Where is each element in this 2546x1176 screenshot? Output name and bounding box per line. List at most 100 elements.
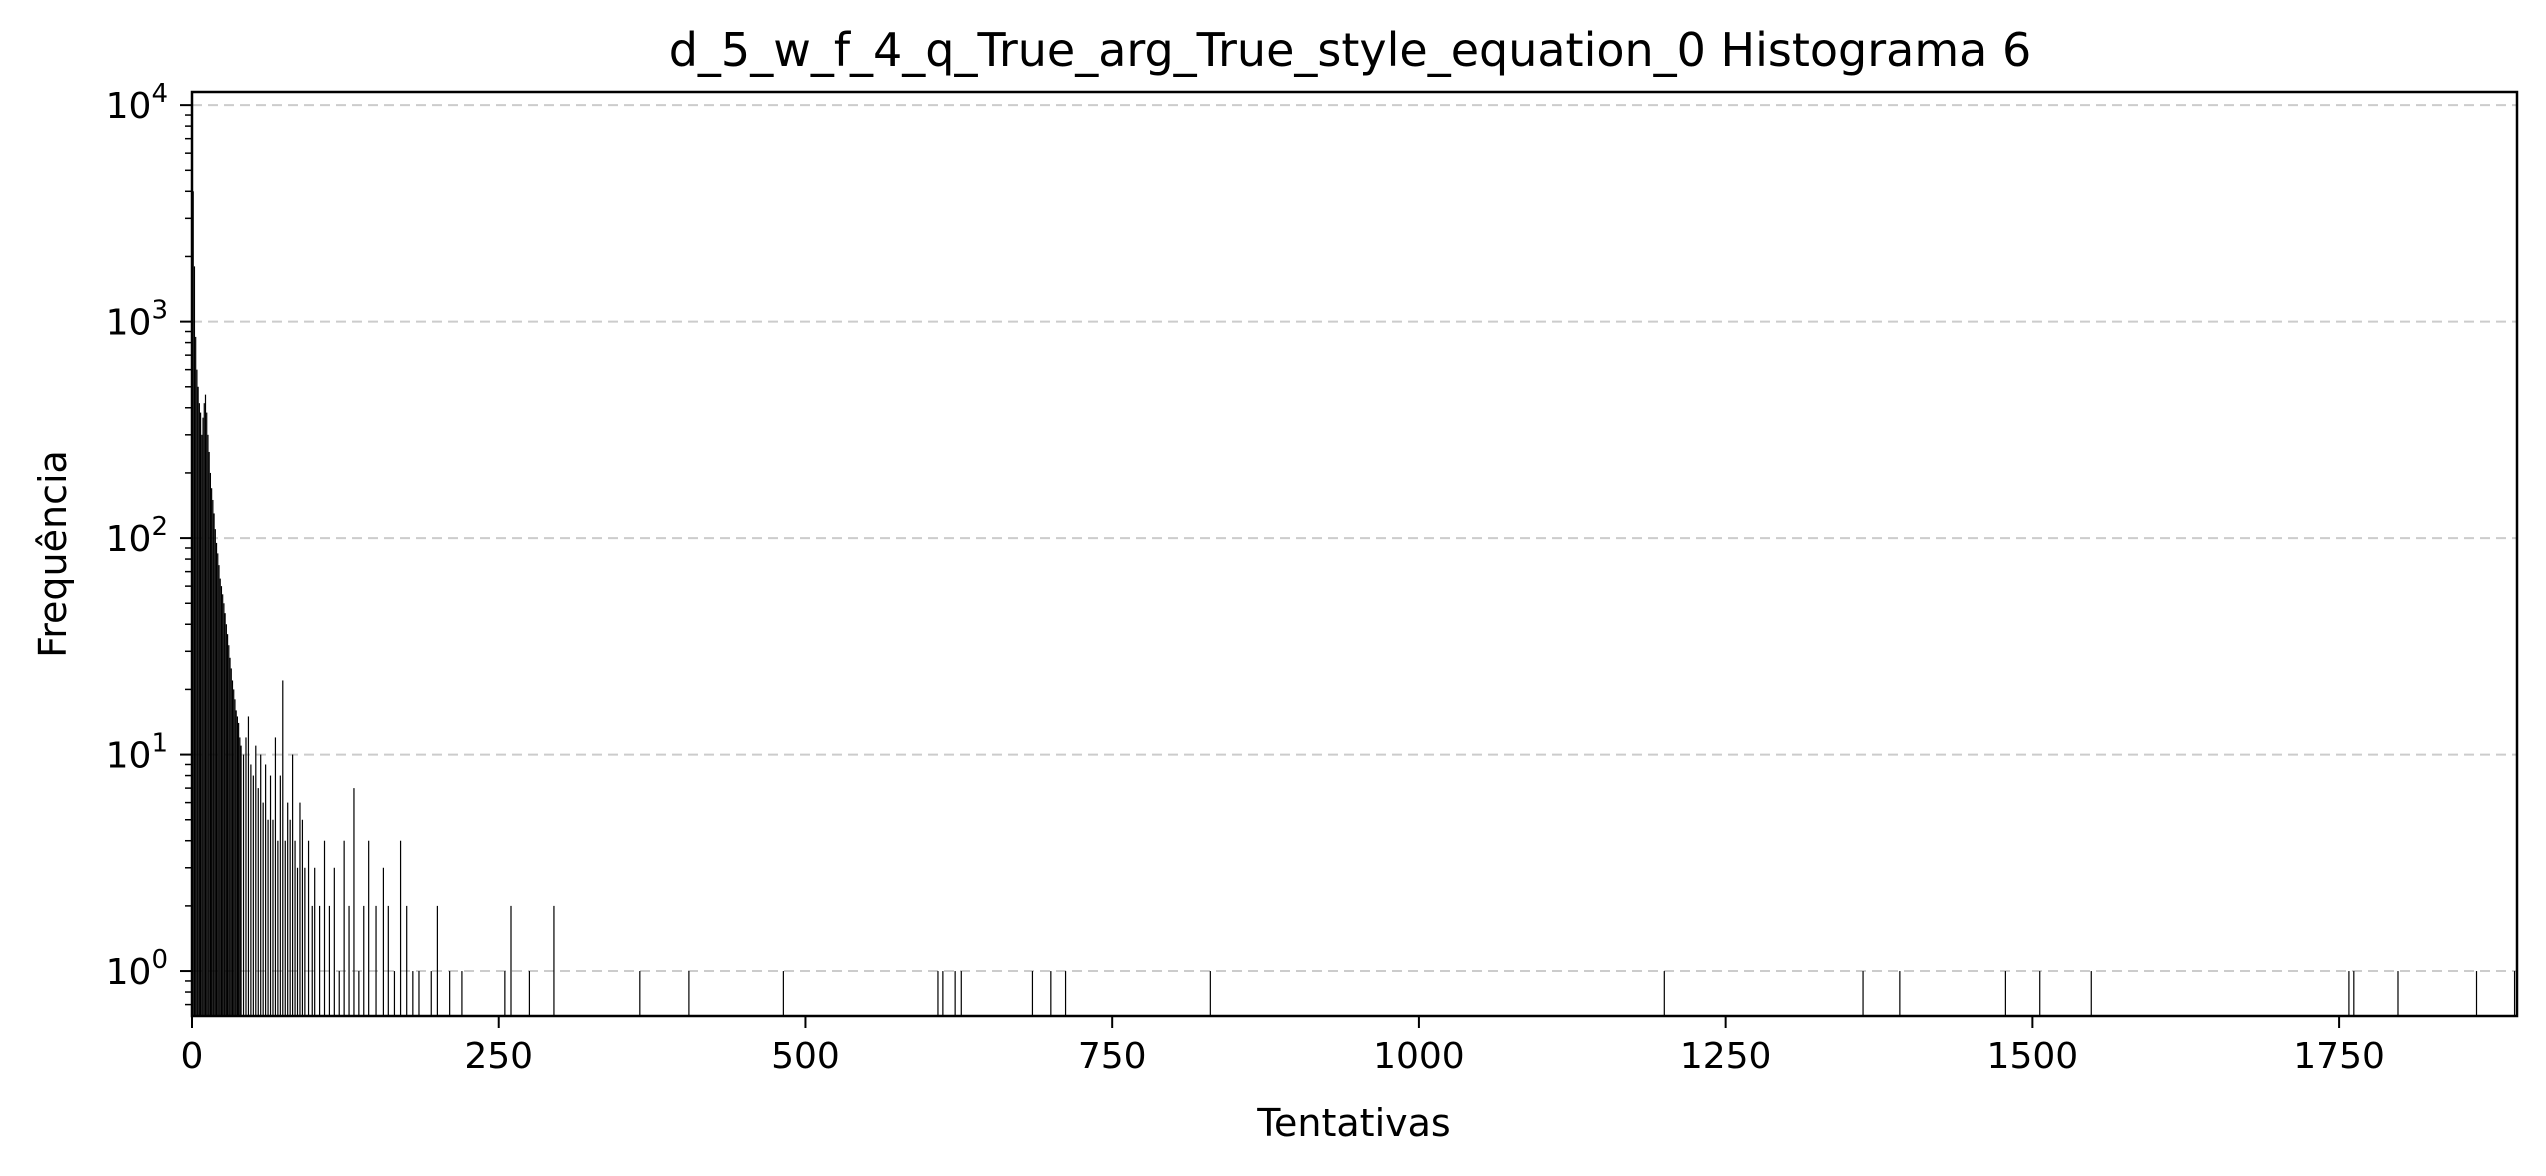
histogram-bar [225, 624, 227, 1016]
histogram-bar [211, 488, 213, 1016]
histogram-bar [1862, 971, 1864, 1016]
histogram-bar [214, 529, 216, 1016]
histogram-bar [307, 840, 310, 1016]
histogram-bar [224, 613, 226, 1016]
histogram-bar [238, 722, 240, 1016]
histogram-bar [203, 403, 205, 1017]
chart-title: d_5_w_f_4_q_True_arg_True_style_equation… [669, 23, 2032, 77]
histogram-bar [201, 434, 203, 1016]
histogram-bar [338, 971, 340, 1016]
histogram-bar [282, 680, 284, 1016]
histogram-bar [942, 971, 944, 1016]
histogram-bar [207, 434, 209, 1016]
histogram-bar [240, 745, 242, 1016]
histogram-bar [208, 451, 210, 1017]
y-axis: 100 101 102 103 104 [106, 79, 192, 1006]
histogram-bar [304, 867, 306, 1016]
y-tick-label: 101 [106, 729, 168, 777]
x-tick-label: 1000 [1373, 1036, 1465, 1077]
histogram-bar [231, 680, 234, 1016]
histogram-bar [217, 553, 219, 1016]
histogram-bar [368, 840, 370, 1016]
histogram-bar [436, 905, 438, 1016]
histogram-bar [206, 412, 208, 1017]
histogram-bar [1209, 971, 1211, 1016]
histogram-bar [639, 971, 641, 1016]
y-axis-label: Frequência [31, 450, 75, 658]
histogram-bar [226, 634, 229, 1016]
histogram-bar [2039, 971, 2041, 1016]
histogram-bar [387, 905, 389, 1016]
histogram-bar [267, 819, 269, 1016]
histogram-bars [192, 191, 2516, 1017]
histogram-bar [289, 819, 291, 1016]
histogram-bar [328, 905, 331, 1016]
histogram-bar [274, 737, 277, 1016]
histogram-bar [2348, 971, 2350, 1016]
x-tick-label: 750 [1078, 1036, 1147, 1077]
histogram-bar [418, 971, 420, 1016]
histogram-bar [215, 542, 218, 1016]
histogram-bar [1031, 971, 1034, 1016]
histogram-bar [382, 867, 384, 1016]
histogram-bar [247, 716, 250, 1016]
histogram-bar [323, 840, 326, 1016]
histogram-bar [265, 764, 267, 1016]
histogram-bar [937, 971, 939, 1016]
histogram-bar [348, 905, 350, 1016]
x-axis: 0 250 500 750 1000 1250 1500 1750 [181, 1016, 2385, 1077]
histogram-bar [262, 802, 264, 1016]
histogram-bar [1064, 971, 1067, 1016]
histogram-bar [358, 971, 360, 1016]
histogram-bar [688, 971, 690, 1016]
histogram-bar [314, 867, 316, 1016]
histogram-bar [960, 971, 962, 1016]
histogram-bar [222, 594, 224, 1016]
x-tick-label: 1750 [2293, 1036, 2385, 1077]
histogram-bar [195, 336, 197, 1016]
histogram-bar [239, 737, 241, 1016]
histogram-bar [204, 394, 207, 1016]
histogram-bar [277, 840, 279, 1016]
histogram-bar [399, 840, 402, 1016]
plot-frame [190, 90, 2519, 1018]
histogram-bar [292, 754, 294, 1016]
histogram-bar [250, 764, 252, 1016]
histogram-bar [1899, 971, 1901, 1016]
histogram-bar [230, 668, 232, 1016]
histogram-bar [2090, 971, 2092, 1016]
histogram-bar [461, 971, 463, 1016]
histogram-bar [202, 417, 204, 1016]
y-tick-label: 102 [106, 512, 168, 560]
histogram-bar [220, 586, 223, 1016]
histogram-bar [2475, 971, 2478, 1016]
x-axis-label: Tentativas [1256, 1101, 1450, 1145]
histogram-bar [229, 657, 231, 1016]
histogram-bar [223, 603, 225, 1016]
x-tick-label: 250 [464, 1036, 533, 1077]
histogram-bar [375, 905, 377, 1016]
histogram-bar [269, 775, 272, 1016]
histogram-bar [219, 578, 221, 1016]
histogram-bar [449, 971, 451, 1016]
histogram-bar [245, 737, 247, 1016]
histogram-bar [234, 699, 236, 1016]
histogram-bar [393, 971, 396, 1016]
histogram-bar [333, 867, 335, 1016]
histogram-bar [236, 716, 238, 1016]
histogram-bar [2353, 971, 2355, 1016]
histogram-bar [252, 775, 254, 1016]
histogram-bar [196, 369, 198, 1017]
y-tick-label: 104 [106, 79, 168, 127]
x-tick-label: 0 [181, 1036, 204, 1077]
x-tick-label: 1500 [1987, 1036, 2079, 1077]
histogram-bar [510, 905, 512, 1016]
x-tick-label: 500 [771, 1036, 840, 1077]
histogram-bar [199, 412, 202, 1017]
histogram-bar [353, 788, 355, 1016]
histogram-bar [228, 645, 230, 1016]
histogram-bar [299, 802, 301, 1016]
histogram-bar [193, 266, 196, 1017]
histogram-bar [260, 754, 262, 1016]
